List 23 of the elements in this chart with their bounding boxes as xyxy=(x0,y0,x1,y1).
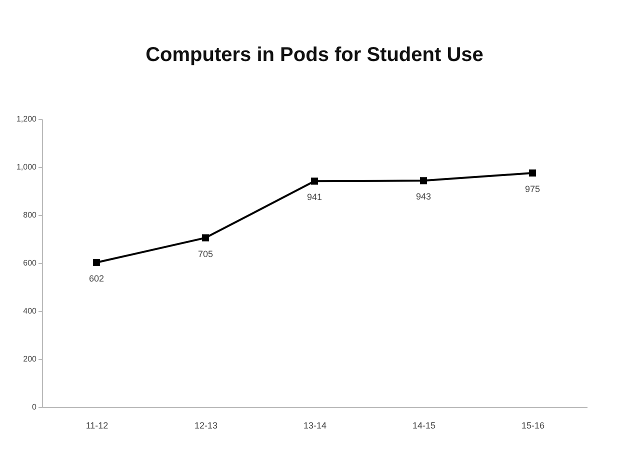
chart-title: Computers in Pods for Student Use xyxy=(146,44,484,66)
y-tick-label: 800 xyxy=(23,210,38,220)
point xyxy=(528,169,536,177)
data-label: 705 xyxy=(198,248,214,259)
point xyxy=(202,234,210,242)
y-tick-label: 1,200 xyxy=(16,114,38,124)
x-tick-label: 12-13 xyxy=(194,420,218,430)
point xyxy=(92,258,100,266)
x-tick-label: 11-12 xyxy=(86,420,108,430)
x-tick-label: 13-14 xyxy=(303,420,327,430)
y-tick-label: 0 xyxy=(32,402,38,412)
x-tick-label: 14-15 xyxy=(412,420,436,430)
point xyxy=(420,177,428,184)
y-tick-label: 400 xyxy=(23,306,38,316)
data-label: 941 xyxy=(306,192,322,202)
x-tick-label: 15-16 xyxy=(521,420,545,430)
data-label: 602 xyxy=(88,274,104,284)
y-tick-label: 200 xyxy=(23,354,38,364)
point xyxy=(310,178,318,185)
data-label: 943 xyxy=(416,192,432,202)
data-label: 975 xyxy=(524,184,540,194)
y-tick-label: 600 xyxy=(23,258,38,268)
y-tick-label: 1,000 xyxy=(16,162,38,172)
